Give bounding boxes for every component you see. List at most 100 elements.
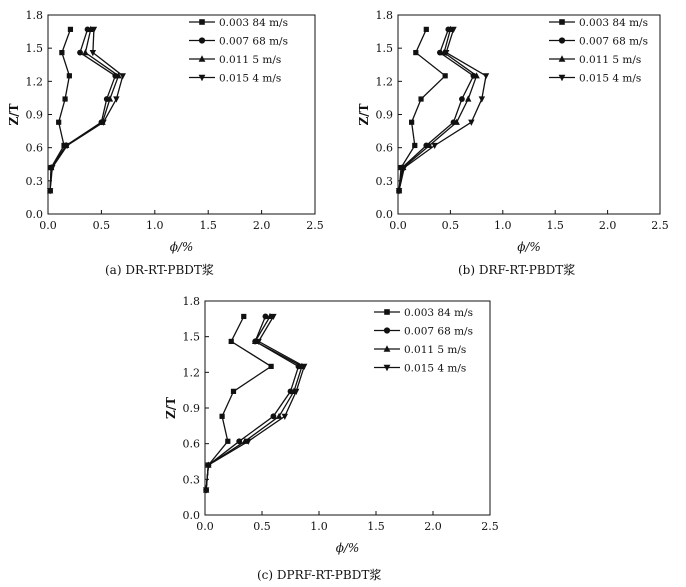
chart-c-x-tick-label: 2.5 (481, 520, 499, 533)
chart-b-legend-label: 0.015 4 m/s (579, 73, 641, 85)
chart-b-legend-label: 0.011 5 m/s (579, 54, 641, 66)
chart-b-y-tick-label: 0.6 (376, 142, 394, 155)
chart-c-series-3-point (255, 338, 262, 346)
chart-a-series-0-point (62, 96, 68, 102)
chart-b-series-2-point (447, 25, 454, 32)
chart-b-series-3-point (482, 73, 490, 80)
chart-a-series-2-point (106, 95, 114, 102)
chart-a-legend-item-3: 0.015 4 m/s (189, 73, 281, 85)
chart-b-x-tick-label: 2.5 (651, 219, 669, 232)
chart-a-series-3-point (90, 26, 98, 33)
chart-c-series-0-line (205, 316, 273, 491)
chart-c-legend-swatch-marker (383, 327, 391, 334)
chart-b-y-tick-label: 0.3 (376, 175, 394, 188)
chart-caption-a: (a) DR-RT-PBDT浆 (105, 263, 214, 277)
chart-b-svg: 0.0 0.5 1.0 1.5 2.0 2.5 0.0 0.3 0.6 0.9 1.2 1.5 1.8 ϕ… (357, 9, 669, 254)
chart-a-series-3-point (100, 119, 107, 126)
chart-a-y-tick-label: 0.0 (26, 208, 44, 221)
chart-c-series-3-point (293, 388, 300, 395)
chart-a-y-tick-label: 1.2 (26, 75, 44, 88)
chart-c-y-axis-title: Z/T (164, 397, 178, 419)
chart-b-series-0-point (412, 142, 418, 149)
chart-a-legend-item-2: 0.011 5 m/s (189, 54, 281, 66)
chart-a-series-3-point (46, 188, 54, 195)
chart-b-series-3-point (443, 49, 450, 57)
chart-a-x-tick-label: 1.0 (146, 219, 164, 232)
chart-a-y-tick-label: 1.5 (26, 42, 44, 55)
chart-a-series-0-point (67, 26, 74, 32)
chart-c-y-tick-label: 1.2 (183, 366, 201, 379)
chart-b-y-tick-label: 0.0 (376, 208, 394, 221)
chart-c-svg: 0.0 0.5 1.0 1.5 2.0 2.5 0.0 0.3 0.6 0.9 1.2 1.5 1.8 ϕ… (164, 295, 499, 555)
chart-c-series-3-point (300, 363, 308, 370)
chart-b-x-axis-title: ϕ/% (517, 240, 541, 254)
chart-b-series-2-line (398, 29, 478, 191)
chart-b-series-1-point (437, 49, 443, 56)
chart-b-legend-label: 0.003 84 m/s (579, 17, 648, 29)
chart-a-x-tick-label: 2.5 (306, 219, 324, 232)
chart-b-series-3-line (398, 29, 487, 191)
chart-c-x-tick-label: 1.5 (367, 520, 385, 533)
chart-b-legend-swatch-marker (558, 55, 566, 62)
chart-a-y-tick-label: 0.3 (26, 175, 44, 188)
chart-c-series-2-point (251, 337, 259, 345)
chart-c-legend-label: 0.007 68 m/s (404, 326, 473, 338)
chart-c-y-tick-label: 0.9 (183, 402, 201, 415)
chart-b-legend-item-2: 0.011 5 m/s (549, 54, 641, 66)
chart-c-series-3-point (202, 487, 210, 494)
chart-c-series-3-point (281, 413, 288, 420)
chart-b-x-tick-label: 1.0 (494, 219, 512, 232)
chart-a-x-tick-label: 1.5 (199, 219, 217, 232)
chart-c-series-2-point (266, 312, 274, 320)
chart-b-x-tick-label: 0.5 (442, 219, 460, 232)
chart-c-legend-item-2: 0.011 5 m/s (374, 344, 466, 356)
chart-b-legend-item-0: 0.003 84 m/s (549, 17, 648, 29)
chart-c-legend-swatch-marker (383, 364, 391, 372)
chart-a-series-3-point (113, 96, 120, 103)
chart-a-svg: 0.0 0.5 1.0 1.5 2.0 2.5 0.0 0.3 0.6 0.9 1.2 1.5 1.8 ϕ… (7, 9, 324, 254)
chart-a-legend-swatch-marker (198, 74, 206, 82)
chart-a-series-3-point (64, 142, 71, 150)
chart-c-series-1-line (205, 316, 300, 491)
chart-b-x-tick-label: 0.0 (389, 219, 407, 232)
chart-b-series-2-point (426, 141, 433, 149)
chart-c-x-tick-label: 1.0 (310, 520, 328, 533)
chart-a-legend-swatch-marker (198, 55, 206, 62)
chart-a-series-2-point (87, 25, 94, 32)
chart-c-x-tick-label: 0.0 (196, 520, 214, 533)
chart-c-series-0-point (241, 313, 247, 320)
chart-a-series-3 (46, 26, 126, 195)
chart-b-series-3-point (468, 119, 475, 126)
chart-b-series-0-point (418, 96, 424, 102)
chart-c-x-tick-label: 0.5 (253, 520, 271, 533)
chart-a-x-tick-label: 0.5 (93, 219, 111, 232)
chart-b-legend-label: 0.007 68 m/s (579, 36, 648, 48)
chart-c-series-3 (202, 313, 308, 494)
chart-c-series-3-point (245, 438, 252, 445)
chart-b-series-3 (395, 26, 490, 195)
chart-b-series-2 (395, 25, 480, 194)
chart-b-y-tick-label: 1.8 (376, 9, 394, 22)
chart-c-y-tick-label: 0.6 (183, 438, 201, 451)
chart-b-y-axis-title: Z/T (357, 103, 371, 125)
chart-c-series-0-point (230, 388, 237, 394)
chart-c-series-0-point (225, 438, 231, 444)
chart-a-y-tick-label: 0.9 (26, 109, 44, 122)
chart-a-series-3-point (49, 164, 56, 172)
chart-a-y-axis-title: Z/T (7, 103, 21, 125)
chart-a-series-0-point (56, 119, 62, 125)
chart-panel-c: 0.0 0.5 1.0 1.5 2.0 2.5 0.0 0.3 0.6 0.9 1.2 1.5 1.8 ϕ… (150, 290, 510, 566)
chart-c-legend-item-1: 0.007 68 m/s (374, 326, 473, 338)
chart-a-x-tick-label: 0.0 (39, 219, 57, 232)
chart-b-series-0-point (423, 26, 429, 32)
chart-b-x-tick-label: 1.5 (546, 219, 564, 232)
chart-b-series-1-line (398, 29, 475, 191)
chart-b-legend-item-1: 0.007 68 m/s (549, 36, 648, 48)
chart-c-series-1-point (270, 413, 277, 420)
chart-c-x-tick-label: 2.0 (424, 520, 442, 533)
chart-b-series-3-point (401, 164, 408, 172)
chart-c-series-3-point (205, 462, 212, 469)
chart-a-x-tick-label: 2.0 (253, 219, 271, 232)
chart-c-legend-label: 0.011 5 m/s (404, 344, 466, 356)
chart-b-series-3-point (431, 142, 438, 150)
